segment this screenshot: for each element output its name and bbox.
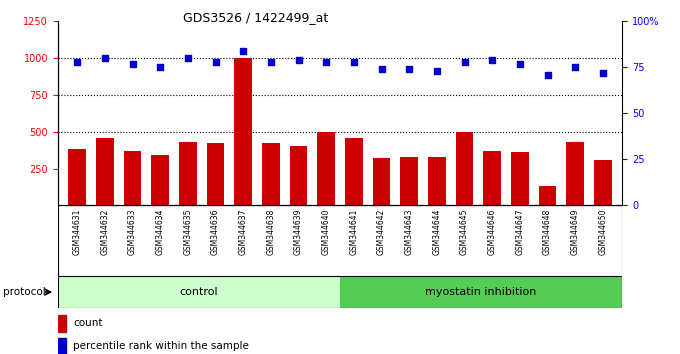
Bar: [234, 58, 252, 205]
Text: GSM344645: GSM344645: [460, 209, 469, 255]
Bar: [151, 155, 169, 205]
Point: [459, 59, 470, 64]
Bar: [340, 276, 622, 308]
Point: [265, 59, 276, 64]
Text: GSM344643: GSM344643: [405, 209, 413, 255]
Text: GSM344634: GSM344634: [156, 209, 165, 255]
Point: [293, 57, 304, 63]
Text: GSM344644: GSM344644: [432, 209, 441, 255]
Bar: [345, 138, 363, 205]
Text: GSM344648: GSM344648: [543, 209, 552, 255]
Point: [598, 70, 609, 76]
Point: [127, 61, 138, 67]
Point: [238, 48, 249, 53]
Text: GSM344640: GSM344640: [322, 209, 330, 255]
Point: [376, 66, 387, 72]
Bar: [428, 157, 446, 205]
Point: [182, 55, 193, 61]
Point: [570, 64, 581, 70]
Point: [404, 66, 415, 72]
Point: [71, 59, 82, 64]
Point: [210, 59, 221, 64]
Text: myostatin inhibition: myostatin inhibition: [426, 287, 537, 297]
Text: GSM344631: GSM344631: [73, 209, 82, 255]
Text: GSM344647: GSM344647: [515, 209, 524, 255]
Text: GSM344641: GSM344641: [350, 209, 358, 255]
Bar: [179, 142, 197, 205]
Text: GDS3526 / 1422499_at: GDS3526 / 1422499_at: [183, 11, 328, 24]
Bar: [96, 138, 114, 205]
Point: [321, 59, 332, 64]
Text: GSM344642: GSM344642: [377, 209, 386, 255]
Text: GSM344632: GSM344632: [101, 209, 109, 255]
Text: control: control: [180, 287, 218, 297]
Bar: [456, 132, 473, 205]
Text: GSM344638: GSM344638: [267, 209, 275, 255]
Bar: [511, 152, 529, 205]
Point: [487, 57, 498, 63]
Bar: [594, 160, 612, 205]
Point: [155, 64, 166, 70]
Bar: [58, 315, 66, 332]
Text: GSM344635: GSM344635: [184, 209, 192, 255]
Bar: [58, 276, 340, 308]
Text: GSM344639: GSM344639: [294, 209, 303, 255]
Text: GSM344650: GSM344650: [598, 209, 607, 255]
Text: GSM344646: GSM344646: [488, 209, 496, 255]
Point: [348, 59, 359, 64]
Bar: [317, 132, 335, 205]
Text: GSM344633: GSM344633: [128, 209, 137, 255]
Bar: [207, 143, 224, 205]
Text: GSM344636: GSM344636: [211, 209, 220, 255]
Text: percentile rank within the sample: percentile rank within the sample: [73, 342, 249, 352]
Point: [514, 61, 525, 67]
Point: [431, 68, 442, 74]
Bar: [539, 186, 556, 205]
Bar: [68, 149, 86, 205]
Bar: [483, 151, 501, 205]
Bar: [290, 147, 307, 205]
Bar: [124, 151, 141, 205]
Bar: [566, 142, 584, 205]
Bar: [262, 143, 280, 205]
Bar: [58, 338, 66, 354]
Text: GSM344649: GSM344649: [571, 209, 579, 255]
Point: [99, 55, 110, 61]
Bar: [400, 157, 418, 205]
Text: GSM344637: GSM344637: [239, 209, 248, 255]
Text: protocol: protocol: [3, 287, 46, 297]
Bar: [373, 158, 390, 205]
Text: count: count: [73, 319, 103, 329]
Point: [542, 72, 553, 78]
